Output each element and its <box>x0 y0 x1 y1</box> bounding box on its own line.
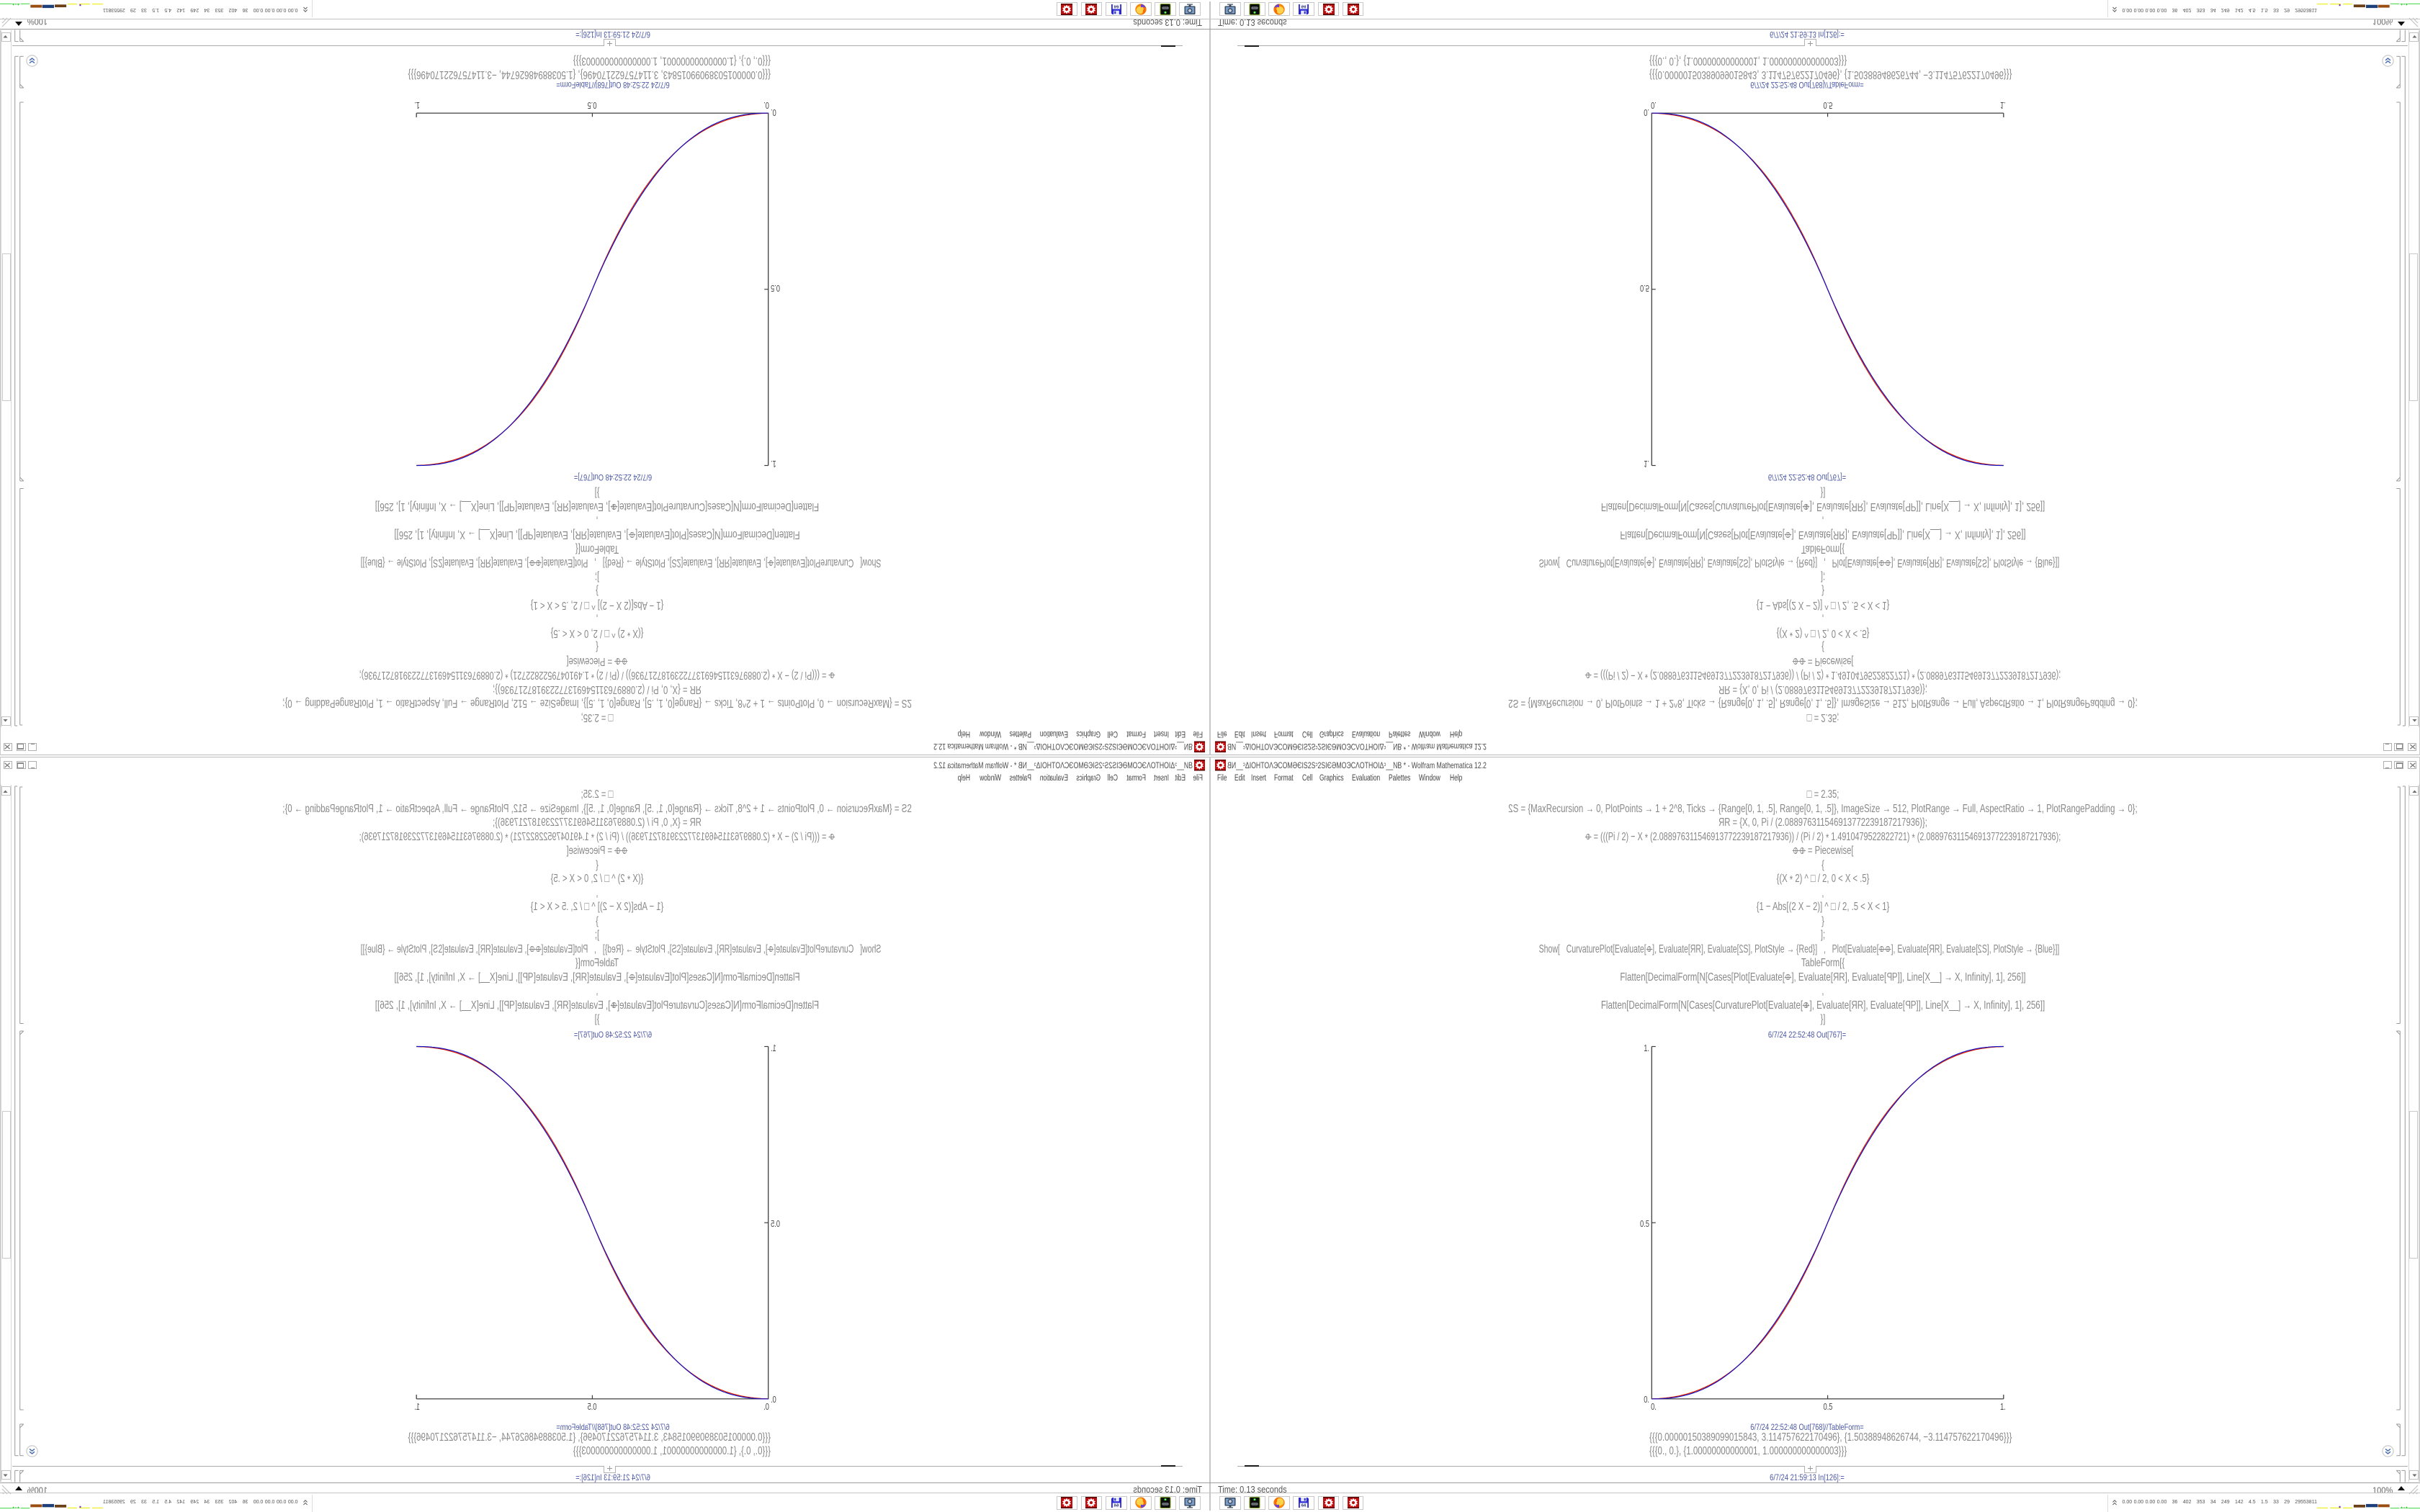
svg-text:64: 64 <box>1301 4 1307 8</box>
svg-text:64: 64 <box>1113 4 1119 8</box>
svg-text:64: 64 <box>1301 1504 1307 1508</box>
svg-text:64: 64 <box>1113 1504 1119 1508</box>
